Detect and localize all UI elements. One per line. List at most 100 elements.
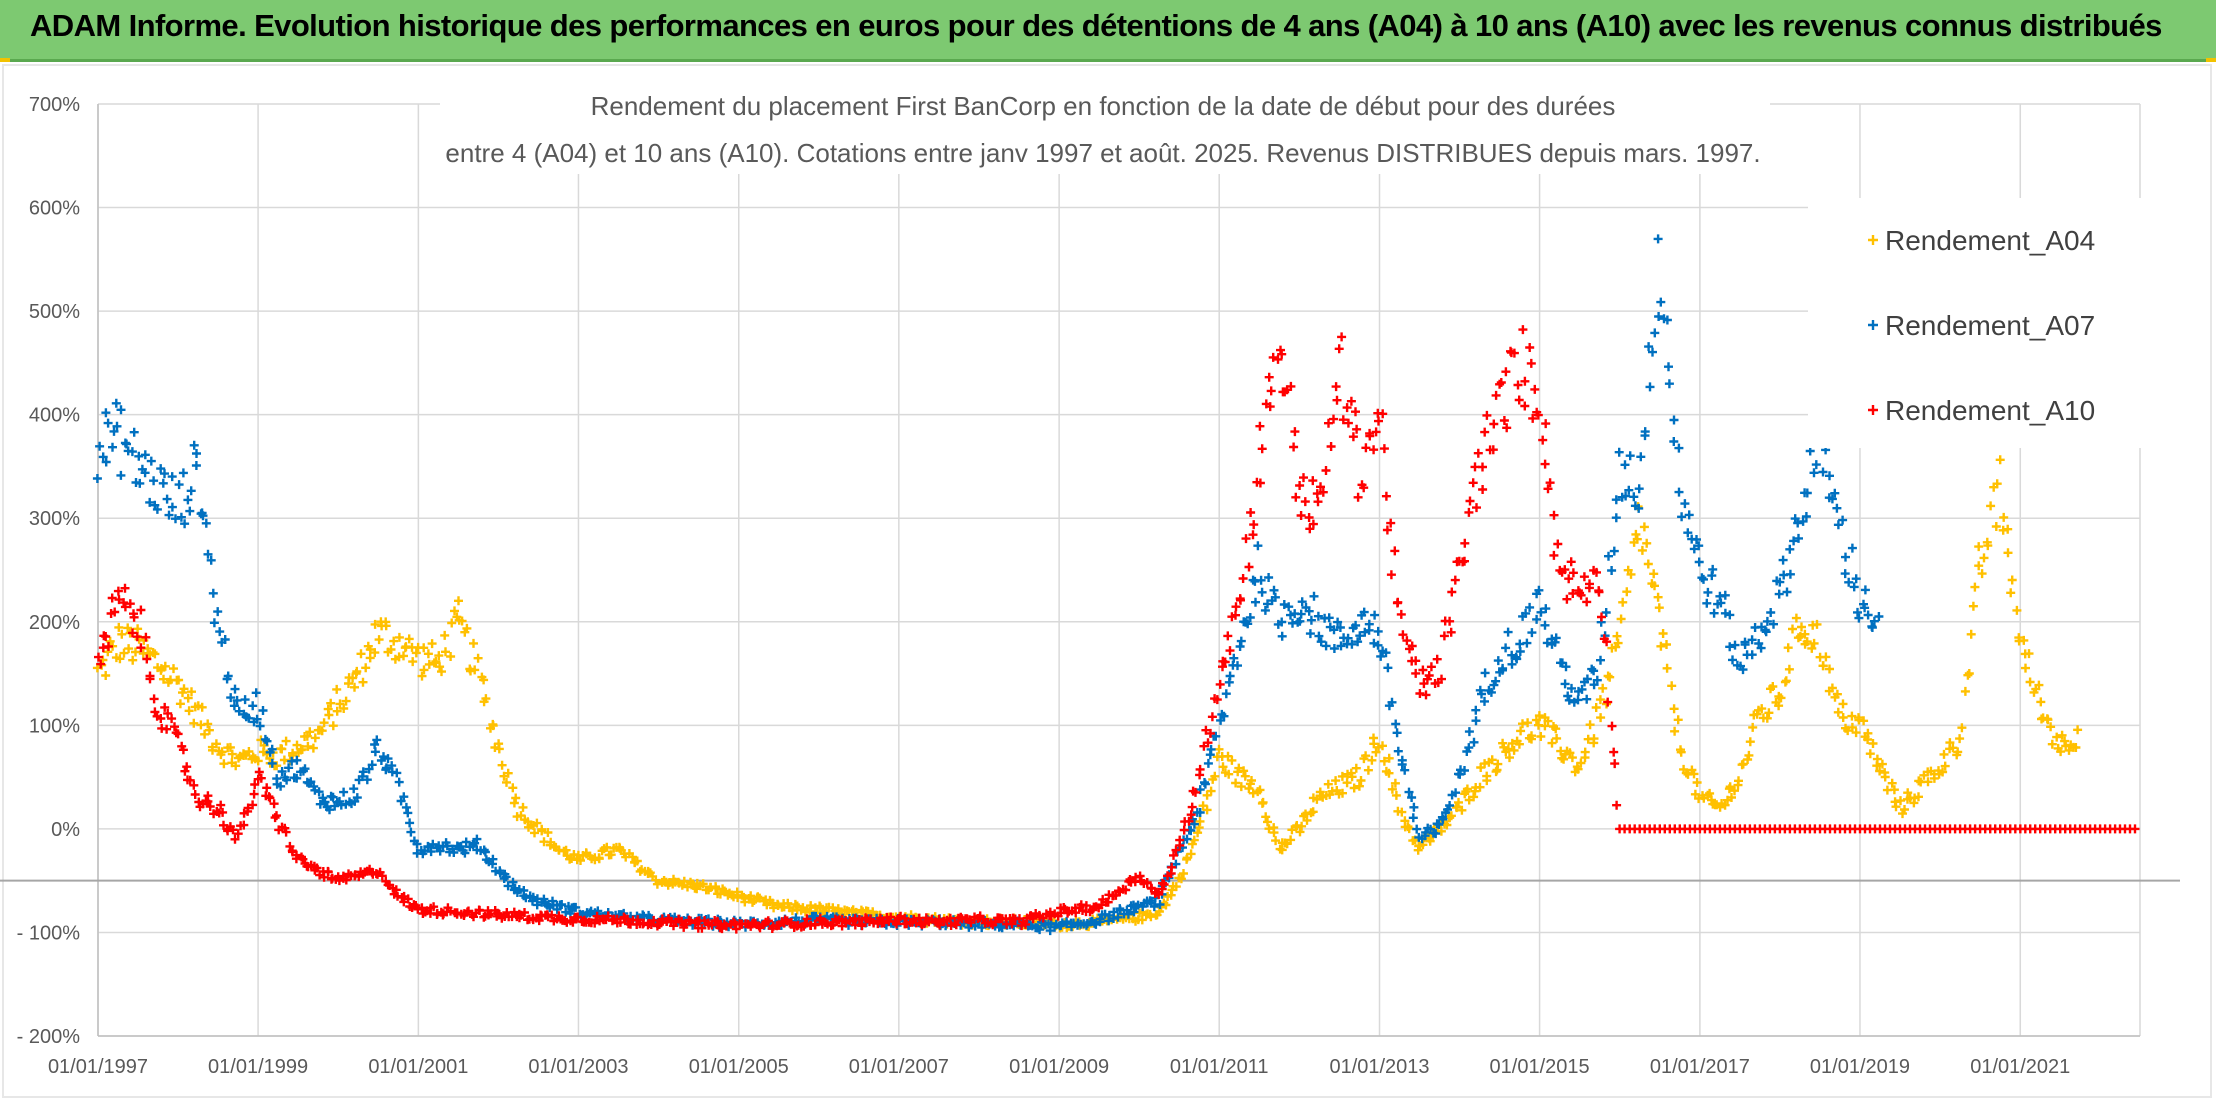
data-point bbox=[1521, 608, 1531, 618]
data-point bbox=[1203, 738, 1213, 748]
data-point bbox=[1371, 427, 1381, 437]
data-point bbox=[1838, 699, 1848, 709]
data-point bbox=[1241, 534, 1251, 544]
data-point bbox=[328, 792, 338, 802]
data-point bbox=[1464, 743, 1474, 753]
data-point bbox=[1326, 442, 1336, 451]
data-point bbox=[1202, 805, 1212, 815]
data-point bbox=[1620, 460, 1630, 470]
data-point bbox=[1809, 638, 1819, 648]
data-point bbox=[1347, 772, 1357, 782]
data-point bbox=[1541, 604, 1551, 614]
data-point bbox=[470, 665, 480, 675]
data-point bbox=[1636, 452, 1646, 462]
data-point bbox=[129, 427, 139, 437]
data-point bbox=[1762, 616, 1772, 626]
x-tick-label: 01/01/2003 bbox=[528, 1056, 628, 1078]
data-point bbox=[1316, 637, 1326, 647]
data-point bbox=[1323, 779, 1333, 789]
data-point bbox=[1999, 512, 2009, 522]
data-point bbox=[1582, 694, 1592, 704]
data-point bbox=[1509, 745, 1519, 755]
data-point bbox=[1551, 633, 1561, 643]
data-point bbox=[392, 768, 402, 778]
data-point bbox=[1211, 731, 1221, 741]
data-point bbox=[1270, 592, 1280, 602]
data-point bbox=[254, 767, 264, 777]
data-point bbox=[1195, 785, 1205, 795]
data-point bbox=[1601, 608, 1611, 617]
data-point bbox=[1363, 765, 1373, 775]
data-point bbox=[1214, 744, 1224, 754]
data-point bbox=[1602, 637, 1612, 647]
data-point bbox=[1329, 644, 1339, 653]
data-point bbox=[244, 713, 254, 723]
data-point bbox=[426, 847, 436, 857]
data-point bbox=[182, 762, 192, 772]
data-point bbox=[1482, 410, 1492, 420]
data-point bbox=[1887, 778, 1897, 788]
data-point bbox=[1592, 567, 1601, 577]
data-point bbox=[1674, 443, 1684, 453]
data-point bbox=[1847, 543, 1857, 553]
data-point bbox=[1566, 557, 1576, 567]
data-point bbox=[879, 918, 889, 928]
data-point bbox=[1567, 753, 1577, 763]
data-point bbox=[1239, 766, 1249, 776]
data-point bbox=[124, 644, 134, 654]
data-point bbox=[272, 811, 281, 821]
data-point bbox=[1541, 419, 1551, 429]
data-point bbox=[267, 758, 277, 768]
data-point bbox=[868, 907, 878, 917]
data-point bbox=[1637, 545, 1647, 555]
data-point bbox=[1621, 491, 1631, 501]
data-point bbox=[1802, 637, 1812, 647]
data-point bbox=[156, 464, 166, 474]
data-point bbox=[1265, 402, 1275, 412]
data-point bbox=[1498, 663, 1508, 673]
data-point bbox=[352, 793, 362, 803]
data-point bbox=[1516, 726, 1526, 736]
data-point bbox=[252, 714, 262, 724]
data-point bbox=[160, 702, 170, 712]
data-point bbox=[310, 733, 320, 743]
data-point bbox=[1889, 785, 1899, 795]
data-point bbox=[1442, 820, 1452, 830]
data-point bbox=[1305, 524, 1315, 534]
data-point bbox=[1785, 544, 1795, 554]
data-point bbox=[103, 418, 113, 428]
data-point bbox=[145, 497, 155, 507]
data-point bbox=[110, 607, 120, 617]
data-point bbox=[167, 714, 177, 724]
data-point bbox=[1764, 708, 1774, 718]
data-point bbox=[1833, 707, 1843, 717]
data-point bbox=[1473, 448, 1483, 458]
y-tick-label: 600% bbox=[29, 198, 80, 220]
data-point bbox=[1223, 631, 1233, 641]
data-point bbox=[1353, 492, 1363, 502]
data-point bbox=[2024, 649, 2034, 659]
data-point bbox=[1306, 615, 1316, 625]
data-point bbox=[503, 881, 513, 891]
data-point bbox=[1454, 797, 1463, 807]
data-point bbox=[518, 802, 528, 812]
data-point bbox=[1450, 575, 1460, 585]
data-point bbox=[1865, 749, 1875, 759]
data-point bbox=[1295, 616, 1305, 626]
data-point bbox=[1231, 778, 1241, 788]
data-point bbox=[1587, 664, 1597, 674]
data-point bbox=[1702, 598, 1712, 608]
data-point bbox=[966, 918, 976, 928]
data-point bbox=[1565, 748, 1575, 758]
data-point bbox=[220, 635, 230, 644]
data-point bbox=[1378, 741, 1387, 751]
data-point bbox=[1674, 487, 1684, 497]
data-point bbox=[150, 649, 160, 659]
y-tick-label: 300% bbox=[29, 508, 80, 530]
data-point bbox=[1940, 761, 1950, 771]
data-point bbox=[183, 495, 193, 505]
data-point bbox=[1159, 880, 1169, 889]
data-point bbox=[2003, 548, 2013, 558]
data-point bbox=[481, 694, 491, 704]
data-point bbox=[1121, 885, 1131, 895]
